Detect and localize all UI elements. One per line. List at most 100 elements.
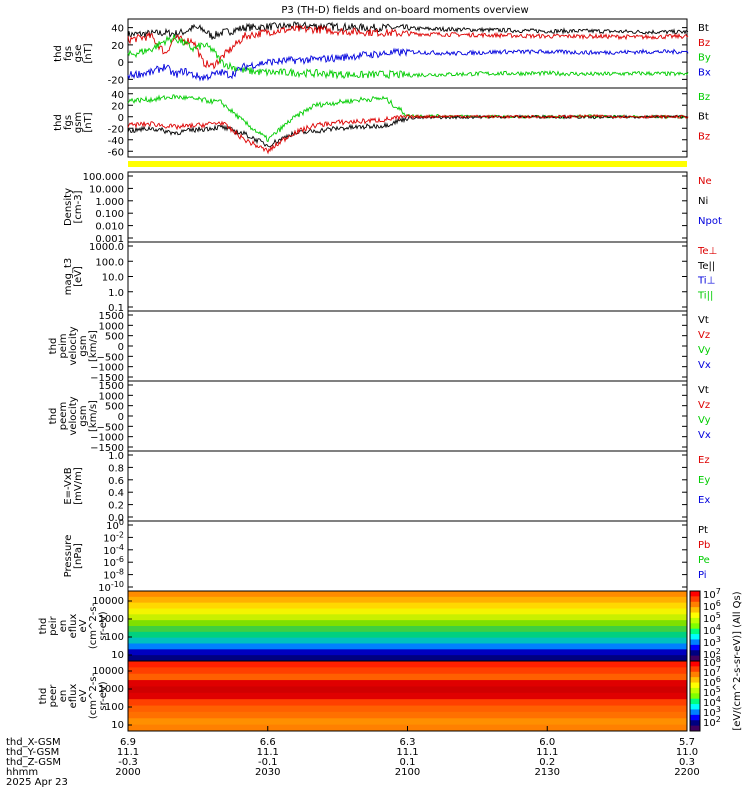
- ylabel-line: thd: [38, 618, 49, 635]
- spectrogram-band: [128, 631, 687, 639]
- panel-ylabel: thd fgs gsm [nT]: [53, 112, 94, 133]
- ylabel-line: eflux: [68, 614, 79, 639]
- legend-entry: Bz: [698, 131, 710, 142]
- spectrogram-band: [128, 608, 687, 615]
- legend-entry: Bz: [698, 92, 710, 103]
- colorbar-segment: [690, 591, 700, 597]
- ylabel-line: gse: [73, 45, 84, 63]
- ytick-label: 1000: [99, 391, 124, 402]
- panel-legend: Vt Vz Vy Vx: [698, 315, 711, 371]
- xaxis-tick-label: 11.1: [117, 747, 139, 758]
- panel-ylabel: Density [cm-3]: [63, 188, 84, 226]
- colorbar-tick: 106: [703, 599, 721, 613]
- legend-entry: Ex: [698, 495, 710, 506]
- panel-frame: [127, 520, 688, 592]
- colorbar-tick: 106: [703, 675, 721, 689]
- ylabel-line: E=-VxB: [63, 467, 74, 504]
- xaxis-tick-label: 6.6: [260, 737, 276, 748]
- series-line-By: [127, 34, 689, 80]
- spectrogram-band: [128, 686, 687, 694]
- xaxis-tick-label: 6.9: [120, 737, 136, 748]
- legend-entry: Bx: [698, 67, 711, 78]
- spectrogram-band: [128, 643, 687, 650]
- panel-peim_velocity: thd peim velocity gsm [km/s]150010005000−500…: [48, 310, 711, 384]
- colorbar-segment: [690, 709, 700, 716]
- ytick-label: −1500: [90, 443, 124, 454]
- panel-ylabel: Pressure [nPa]: [63, 535, 84, 578]
- ytick-label: 1.0: [108, 288, 124, 299]
- spectrogram-band: [128, 620, 687, 627]
- colorbar-segment: [690, 617, 700, 624]
- ylabel-line: [km/s]: [88, 400, 99, 432]
- legend-entry: Ni: [698, 196, 708, 207]
- panel-temperature: mag_t3 [eV] 1000.0 100.0 10.0 1.0 0.1 Te⊥ Te|| Ti…: [63, 241, 717, 314]
- ytick-label: 0.2: [108, 501, 124, 512]
- xaxis-tick-label: 11.0: [676, 747, 698, 758]
- series-line-Bz: [127, 113, 689, 155]
- ytick-label: 1000: [99, 614, 124, 625]
- ytick-label: 10-2: [103, 530, 124, 544]
- colorbar-segment: [690, 634, 700, 640]
- ytick-label: 0: [118, 113, 124, 124]
- colorbar-segment: [690, 693, 700, 700]
- xaxis-tick-label: 2100: [395, 767, 420, 778]
- panel-peem_velocity: thd peem velocity gsm [km/s]150010005000−500…: [48, 380, 711, 454]
- colorbar-segment: [690, 714, 700, 721]
- ytick-label: 0: [118, 412, 124, 423]
- xaxis-tick-label: 6.3: [400, 737, 416, 748]
- ylabel-line: fgs: [63, 46, 74, 61]
- legend-entry: Vz: [698, 400, 710, 411]
- panel-ylabel: thd peir en eflux eV (cm^2-s-sr-eV): [38, 602, 109, 649]
- ylabel-line: [nT]: [83, 112, 94, 132]
- panel-ylabel: thd peim velocity gsm [km/s]: [48, 326, 99, 365]
- ylabel-line: sr-eV): [98, 681, 109, 710]
- ytick-label: −500: [97, 422, 124, 433]
- colorbar-tick: 105: [703, 611, 721, 625]
- xaxis-tick-label: 0.1: [400, 757, 416, 768]
- ytick-label: 20: [111, 41, 124, 52]
- ylabel-line: peer: [48, 684, 59, 708]
- ylabel-line: peir: [48, 615, 59, 635]
- ytick-label: −1500: [90, 373, 124, 384]
- ytick-label: 1500: [99, 381, 124, 392]
- spectrogram-band: [128, 718, 687, 726]
- xaxis-row-label: thd_X-GSM: [6, 737, 61, 748]
- panel-peir_spectrogram: thd peir en eflux eV (cm^2-s-sr-eV)1000010001…: [38, 590, 688, 662]
- legend-entry: By: [698, 53, 711, 64]
- ytick-label: 0: [118, 58, 124, 69]
- ytick-label: -20: [108, 75, 124, 86]
- ytick-label: 10: [111, 650, 124, 661]
- ytick-label: 10.0: [102, 273, 124, 284]
- spectrogram-band: [128, 602, 687, 609]
- series-line-Bt: [127, 114, 689, 148]
- xaxis-tick-label: 2130: [535, 767, 560, 778]
- panel-frame: [127, 380, 688, 452]
- legend-entry: Ne: [698, 176, 712, 187]
- xaxis-tick-label: 2200: [674, 767, 699, 778]
- colorbar-segment: [690, 698, 700, 705]
- spectrogram-band: [128, 673, 687, 681]
- panel-frame: [127, 241, 688, 312]
- ytick-label: 1500: [99, 311, 124, 322]
- ylabel-line: velocity: [68, 396, 79, 435]
- ytick-label: −1000: [90, 363, 124, 374]
- ylabel-line: Pressure: [63, 535, 74, 578]
- panel-legend: Bt Bz By Bx: [698, 23, 711, 78]
- ylabel-line: gsm: [78, 405, 89, 426]
- ytick-label: 10-4: [103, 543, 124, 557]
- xaxis-tick-label: -0.3: [118, 757, 138, 768]
- ytick-label: 40: [111, 24, 124, 35]
- legend-entry: Ey: [698, 475, 710, 486]
- xaxis-tick-label: 0.3: [679, 757, 695, 768]
- colorbar-tick: 105: [703, 685, 721, 699]
- series-line-Bz: [127, 94, 689, 143]
- xaxis-row-label: thd_Z-GSM: [6, 757, 61, 768]
- ylabel-line: en: [58, 690, 69, 703]
- panel-legend: Te⊥ Te|| Ti⊥ Ti||: [697, 246, 717, 301]
- ytick-label: 0.0: [108, 513, 124, 524]
- colorbar-segment: [690, 596, 700, 603]
- spectrogram-band: [128, 614, 687, 621]
- legend-entry: Npot: [698, 216, 722, 227]
- panel-frame: [127, 310, 688, 382]
